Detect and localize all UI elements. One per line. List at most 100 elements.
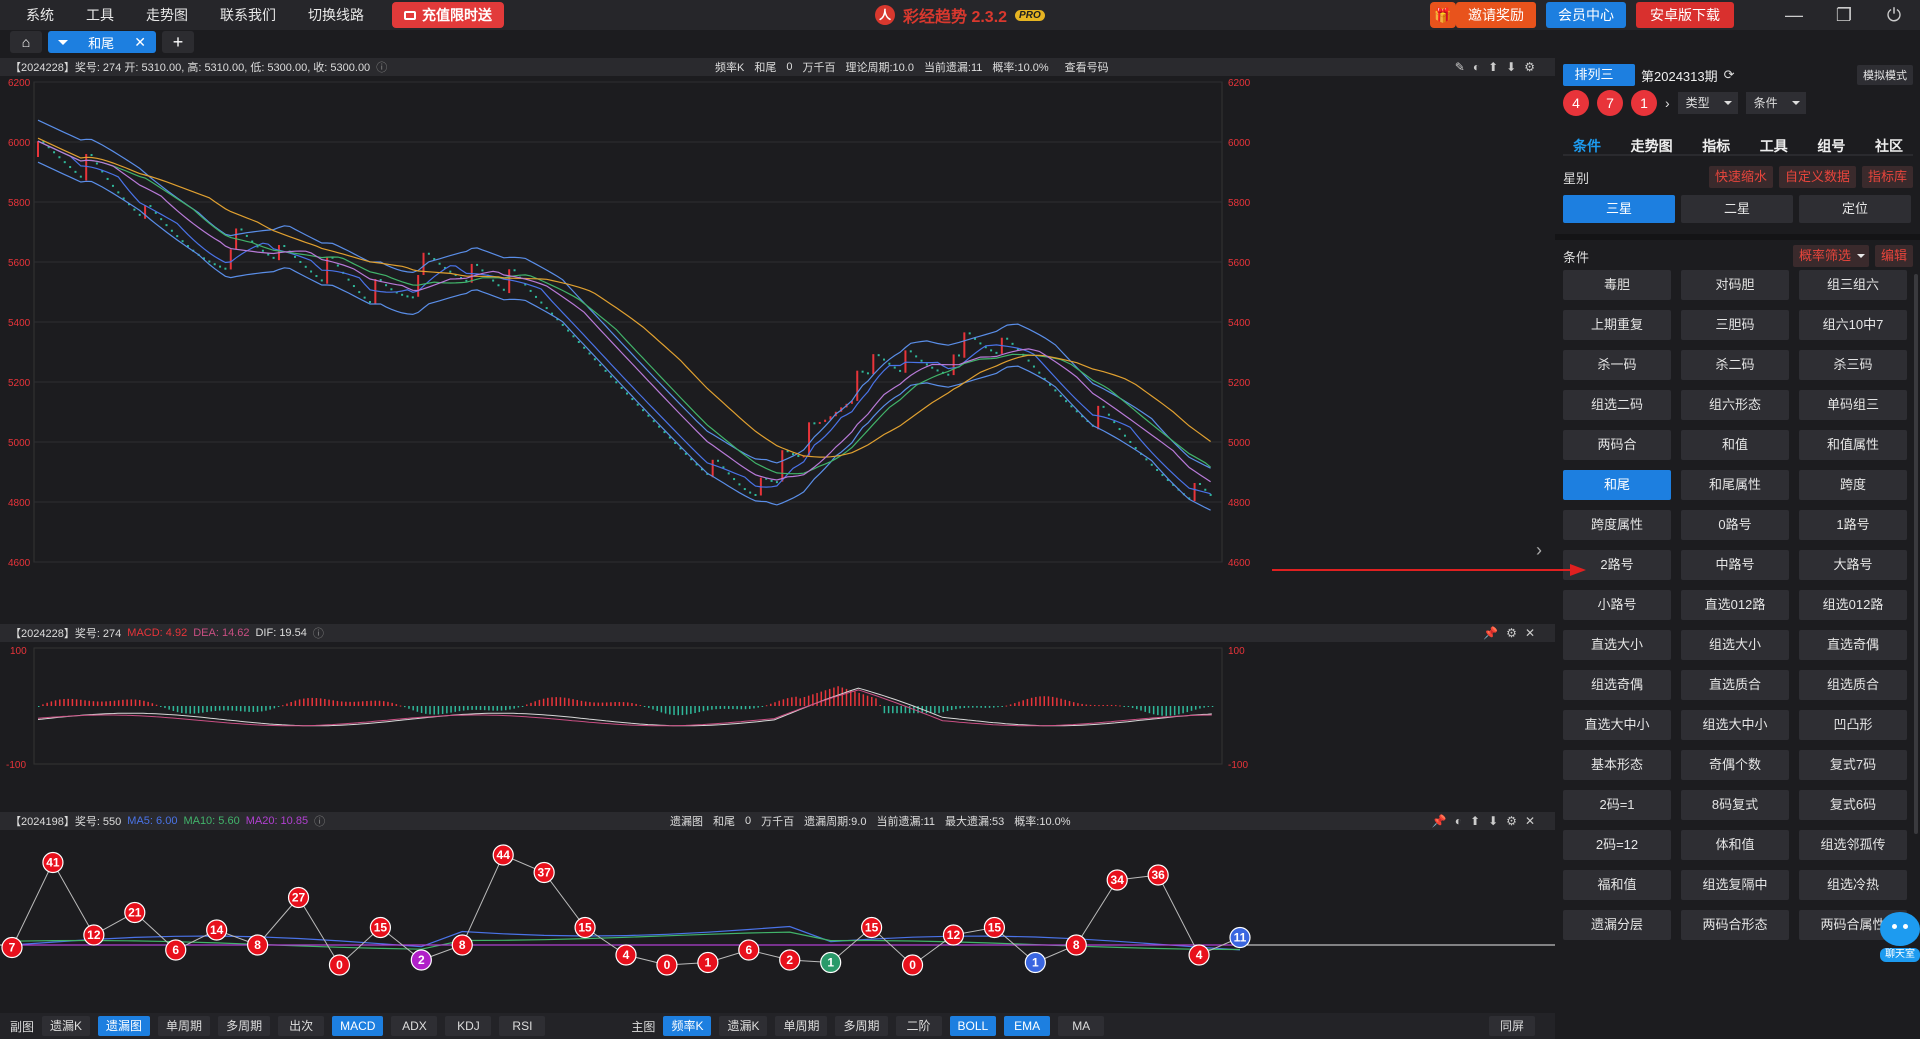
condition-button[interactable]: 基本形态 [1563, 750, 1671, 780]
refresh-icon[interactable]: ⟳ [1723, 67, 1735, 82]
condition-dropdown[interactable]: 条件 [1745, 92, 1806, 114]
condition-button[interactable]: 直选奇偶 [1799, 630, 1907, 660]
invite-reward-button[interactable]: 邀请奖励 [1456, 2, 1536, 28]
tab-group[interactable]: 组号 [1817, 138, 1846, 154]
android-download-button[interactable]: 安卓版下载 [1636, 2, 1734, 28]
condition-button[interactable]: 和值属性 [1799, 430, 1907, 460]
main-second-order-button[interactable]: 二阶 [895, 1016, 942, 1036]
sub-miss-k-button[interactable]: 遗漏K [42, 1016, 91, 1036]
recharge-promo-button[interactable]: 充值限时送 [392, 2, 504, 28]
condition-button[interactable]: 复式7码 [1799, 750, 1907, 780]
position-button[interactable]: 定位 [1799, 195, 1911, 223]
edit-button[interactable]: 编辑 [1874, 245, 1913, 267]
two-star-button[interactable]: 二星 [1681, 195, 1793, 223]
pin-icon[interactable]: 📌 [1431, 814, 1447, 828]
condition-button[interactable]: 中路号 [1681, 550, 1789, 580]
member-center-button[interactable]: 会员中心 [1546, 2, 1626, 28]
probability-filter-dropdown[interactable]: 概率筛选 [1792, 245, 1869, 267]
condition-button[interactable]: 2码=12 [1563, 830, 1671, 860]
tab-trend[interactable]: 走势图 [1630, 138, 1673, 154]
close-icon[interactable]: ✕ [1524, 814, 1535, 828]
quick-shrink-link[interactable]: 快速缩水 [1708, 166, 1773, 188]
condition-button[interactable]: 组选奇偶 [1563, 670, 1671, 700]
condition-button[interactable]: 小路号 [1563, 590, 1671, 620]
edit-icon[interactable]: ✎ [1454, 60, 1465, 74]
condition-button[interactable]: 组选大小 [1681, 630, 1789, 660]
sub-rsi-button[interactable]: RSI [499, 1016, 546, 1036]
condition-button[interactable]: 上期重复 [1563, 310, 1671, 340]
chat-room-button[interactable]: 聊天室 [1880, 912, 1920, 962]
main-miss-k-button[interactable]: 遗漏K [719, 1016, 768, 1036]
power-icon[interactable]: ⏻ [1886, 5, 1902, 25]
indicator-library-link[interactable]: 指标库 [1861, 166, 1913, 188]
condition-button[interactable]: 两码合形态 [1681, 910, 1789, 940]
condition-button[interactable]: 和尾 [1563, 470, 1671, 500]
condition-button[interactable]: 奇偶个数 [1681, 750, 1789, 780]
condition-button[interactable]: 组选质合 [1799, 670, 1907, 700]
condition-button[interactable]: 和尾属性 [1681, 470, 1789, 500]
main-ema-button[interactable]: EMA [1004, 1016, 1051, 1036]
condition-button[interactable]: 两码合 [1563, 430, 1671, 460]
condition-button[interactable]: 跨度 [1799, 470, 1907, 500]
scrollbar[interactable] [1914, 274, 1918, 834]
condition-button[interactable]: 单码组三 [1799, 390, 1907, 420]
macd-chart[interactable]: 100 -100 100 -100 [0, 642, 1555, 804]
condition-button[interactable]: 组六10中7 [1799, 310, 1907, 340]
main-multi-period-button[interactable]: 多周期 [835, 1016, 888, 1036]
condition-button[interactable]: 和值 [1681, 430, 1789, 460]
gear-icon[interactable]: ⚙ [1506, 814, 1517, 828]
condition-button[interactable]: 跨度属性 [1563, 510, 1671, 540]
condition-button[interactable]: 杀三码 [1799, 350, 1907, 380]
custom-data-link[interactable]: 自定义数据 [1778, 166, 1856, 188]
condition-button[interactable]: 组三组六 [1799, 270, 1907, 300]
condition-button[interactable]: 1路号 [1799, 510, 1907, 540]
condition-button[interactable]: 凹凸形 [1799, 710, 1907, 740]
arrow-down-icon[interactable]: ⬇ [1506, 60, 1517, 74]
sub-adx-button[interactable]: ADX [391, 1016, 438, 1036]
condition-button[interactable]: 8码复式 [1681, 790, 1789, 820]
collapse-arrow-icon[interactable]: › [1536, 540, 1542, 560]
tab-condition[interactable]: 条件 [1573, 138, 1601, 154]
arrow-up-icon[interactable]: ⬆ [1488, 60, 1499, 74]
minimize-icon[interactable]: — [1785, 5, 1803, 25]
gear-icon[interactable]: ⚙ [1506, 626, 1517, 640]
condition-button[interactable]: 组选复隔中 [1681, 870, 1789, 900]
main-freq-k-button[interactable]: 频率K [663, 1016, 712, 1036]
condition-button[interactable]: 直选012路 [1681, 590, 1789, 620]
tab-tools[interactable]: 工具 [1759, 138, 1788, 154]
hide-icon[interactable]: ◐ [1454, 814, 1463, 828]
condition-button[interactable]: 2路号 [1563, 550, 1671, 580]
condition-button[interactable]: 直选质合 [1681, 670, 1789, 700]
condition-button[interactable]: 组六形态 [1681, 390, 1789, 420]
condition-button[interactable]: 杀一码 [1563, 350, 1671, 380]
condition-button[interactable]: 体和值 [1681, 830, 1789, 860]
sub-single-period-button[interactable]: 单周期 [158, 1016, 211, 1036]
three-star-button[interactable]: 三星 [1563, 195, 1675, 223]
menu-tools[interactable]: 工具 [86, 7, 114, 23]
hide-icon[interactable]: ◐ [1472, 60, 1481, 74]
main-single-period-button[interactable]: 单周期 [775, 1016, 828, 1036]
sync-screen-button[interactable]: 同屏 [1489, 1016, 1535, 1036]
add-tab-button[interactable]: + [162, 31, 194, 53]
condition-button[interactable]: 组选邻孤传 [1799, 830, 1907, 860]
lottery-select[interactable]: 排列三 [1563, 64, 1635, 86]
condition-button[interactable]: 对码胆 [1681, 270, 1789, 300]
main-boll-button[interactable]: BOLL [949, 1016, 997, 1036]
condition-button[interactable]: 毒胆 [1563, 270, 1671, 300]
condition-button[interactable]: 组选大中小 [1681, 710, 1789, 740]
type-dropdown[interactable]: 类型 [1677, 92, 1738, 114]
menu-switch-line[interactable]: 切换线路 [308, 7, 364, 23]
menu-system[interactable]: 系统 [26, 7, 54, 23]
condition-button[interactable]: 直选大小 [1563, 630, 1671, 660]
condition-button[interactable]: 0路号 [1681, 510, 1789, 540]
sub-miss-chart-button[interactable]: 遗漏图 [98, 1016, 151, 1036]
condition-button[interactable]: 组选冷热 [1799, 870, 1907, 900]
candlestick-chart[interactable]: 6200 6200 6000 6000 5800 5800 5600 5600 5400 5400… [0, 76, 1555, 616]
gear-icon[interactable]: ⚙ [1524, 60, 1535, 74]
condition-button[interactable]: 福和值 [1563, 870, 1671, 900]
chevron-right-icon[interactable]: › [1665, 95, 1670, 111]
sub-multi-period-button[interactable]: 多周期 [218, 1016, 271, 1036]
menu-trend[interactable]: 走势图 [146, 7, 188, 23]
tab-hewei[interactable]: 和尾 ✕ [48, 31, 156, 53]
